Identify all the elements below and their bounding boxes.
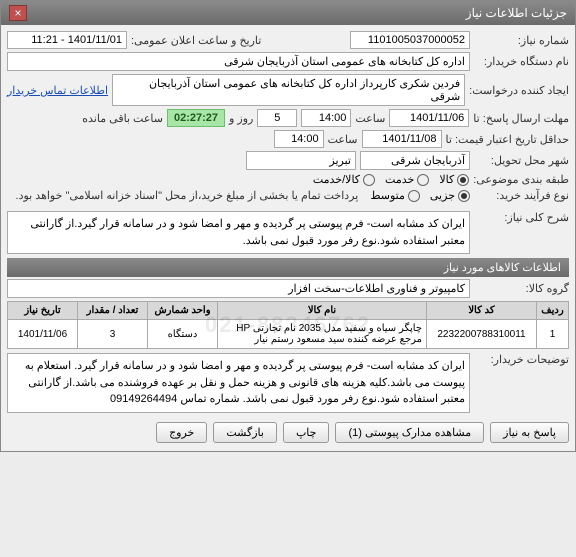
remain-label: ساعت باقی مانده [82,112,163,125]
radio-goods-icon [457,174,469,186]
group-label: گروه کالا: [474,282,569,295]
table-row[interactable]: 1 2232200788310011 چاپگر سیاه و سفید مدل… [8,320,569,349]
col-date: تاریخ نیاز [8,302,78,320]
days-count: 5 [257,109,297,127]
radio-medium[interactable]: متوسط [370,189,420,202]
row-buyer-notes: توضیحات خریدار: ایران کد مشابه است- فرم … [7,353,569,413]
col-code: کد کالا [427,302,537,320]
radio-service-label: خدمت [385,173,414,186]
print-button[interactable]: چاپ [283,422,330,443]
title-bar: جزئیات اطلاعات نیاز × [1,1,575,25]
col-unit: واحد شمارش [148,302,218,320]
reply-deadline-label: مهلت ارسال پاسخ: تا [473,112,569,125]
close-icon[interactable]: × [9,5,27,21]
reply-button[interactable]: پاسخ به نیاز [490,422,569,443]
cell-date: 1401/11/06 [8,320,78,349]
items-section-header: اطلاعات کالاهای مورد نیاز [7,258,569,277]
cell-qty: 3 [78,320,148,349]
price-valid-time: 14:00 [274,130,324,148]
row-need-number: شماره نیاز: 1101005037000052 تاریخ و ساع… [7,31,569,49]
exit-button[interactable]: خروج [156,422,207,443]
need-number-label: شماره نیاز: [474,34,569,47]
contact-link[interactable]: اطلاعات تماس خریدار [7,84,108,97]
price-valid-time-label: ساعت [328,133,358,146]
reply-time-label: ساعت [355,112,385,125]
classify-radios: کالا خدمت کالا/خدمت [313,173,469,186]
buyer-org-value: اداره کل کتابخانه های عمومی استان آذربای… [7,52,470,71]
buyer-org-label: نام دستگاه خریدار: [474,55,569,68]
row-group: گروه کالا: کامپیوتر و فناوری اطلاعات-سخت… [7,279,569,298]
group-value: کامپیوتر و فناوری اطلاعات-سخت افزار [7,279,470,298]
radio-minor[interactable]: جزیی [430,189,470,202]
radio-goods-service-label: کالا/خدمت [313,173,360,186]
days-label: روز و [229,112,253,125]
radio-minor-icon [458,190,470,202]
announce-value: 1401/11/01 - 11:21 [7,31,127,49]
col-qty: تعداد / مقدار [78,302,148,320]
buyer-notes-label: توضیحات خریدار: [474,353,569,366]
need-number-value: 1101005037000052 [350,31,470,49]
row-price-valid: حداقل تاریخ اعتبار قیمت: تا 1401/11/08 س… [7,130,569,148]
table-header-row: ردیف کد کالا نام کالا واحد شمارش تعداد /… [8,302,569,320]
dialog-window: جزئیات اطلاعات نیاز × شماره نیاز: 110100… [0,0,576,452]
radio-service[interactable]: خدمت [385,173,429,186]
radio-minor-label: جزیی [430,189,455,202]
requester-value: فردین شکری کارپرداز اداره کل کتابخانه ها… [112,74,465,106]
cell-code: 2232200788310011 [427,320,537,349]
row-buyer-org: نام دستگاه خریدار: اداره کل کتابخانه های… [7,52,569,71]
cell-row: 1 [537,320,569,349]
radio-goods-service[interactable]: کالا/خدمت [313,173,375,186]
delivery-city: تبریز [246,151,356,170]
row-classify: طبقه بندی موضوعی: کالا خدمت کالا/خدمت [7,173,569,186]
purchase-type-label: نوع فرآیند خرید: [474,189,569,202]
radio-medium-icon [408,190,420,202]
requester-label: ایجاد کننده درخواست: [469,84,569,97]
back-button[interactable]: بازگشت [213,422,277,443]
row-reply-deadline: مهلت ارسال پاسخ: تا 1401/11/06 ساعت 14:0… [7,109,569,127]
delivery-province: آذربایجان شرقی [360,151,470,170]
announce-label: تاریخ و ساعت اعلان عمومی: [131,34,261,47]
reply-date: 1401/11/06 [389,109,469,127]
radio-goods-label: کالا [439,173,454,186]
row-purchase-type: نوع فرآیند خرید: جزیی متوسط پرداخت تمام … [7,189,569,202]
col-row: ردیف [537,302,569,320]
purchase-type-radios: جزیی متوسط [370,189,470,202]
purchase-note: پرداخت تمام یا بخشی از مبلغ خرید،از محل … [16,189,359,202]
col-name: نام کالا [218,302,427,320]
radio-goods-service-icon [363,174,375,186]
countdown-timer: 02:27:27 [167,109,225,127]
row-keywords: شرح کلی نیاز: ایران کد مشابه است- فرم پی… [7,211,569,254]
radio-medium-label: متوسط [370,189,405,202]
delivery-city-label: شهر محل تحویل: [474,154,569,167]
content-area: شماره نیاز: 1101005037000052 تاریخ و ساع… [1,25,575,451]
cell-name: چاپگر سیاه و سفید مدل 2035 نام تجارتی HP… [218,320,427,349]
button-bar: پاسخ به نیاز مشاهده مدارک پیوستی (1) چاپ… [7,416,569,445]
items-table: ردیف کد کالا نام کالا واحد شمارش تعداد /… [7,301,569,349]
buyer-notes-text: ایران کد مشابه است- فرم پیوستی پر گردیده… [7,353,470,413]
price-valid-label: حداقل تاریخ اعتبار قیمت: تا [446,133,569,146]
keywords-label: شرح کلی نیاز: [474,211,569,224]
row-requester: ایجاد کننده درخواست: فردین شکری کارپرداز… [7,74,569,106]
cell-unit: دستگاه [148,320,218,349]
radio-service-icon [417,174,429,186]
attachments-button[interactable]: مشاهده مدارک پیوستی (1) [335,422,484,443]
row-delivery-city: شهر محل تحویل: آذربایجان شرقی تبریز [7,151,569,170]
window-title: جزئیات اطلاعات نیاز [466,6,567,20]
classify-label: طبقه بندی موضوعی: [473,173,569,186]
keywords-text: ایران کد مشابه است- فرم پیوستی پر گردیده… [7,211,470,254]
reply-time: 14:00 [301,109,351,127]
price-valid-date: 1401/11/08 [362,130,442,148]
radio-goods[interactable]: کالا [439,173,469,186]
